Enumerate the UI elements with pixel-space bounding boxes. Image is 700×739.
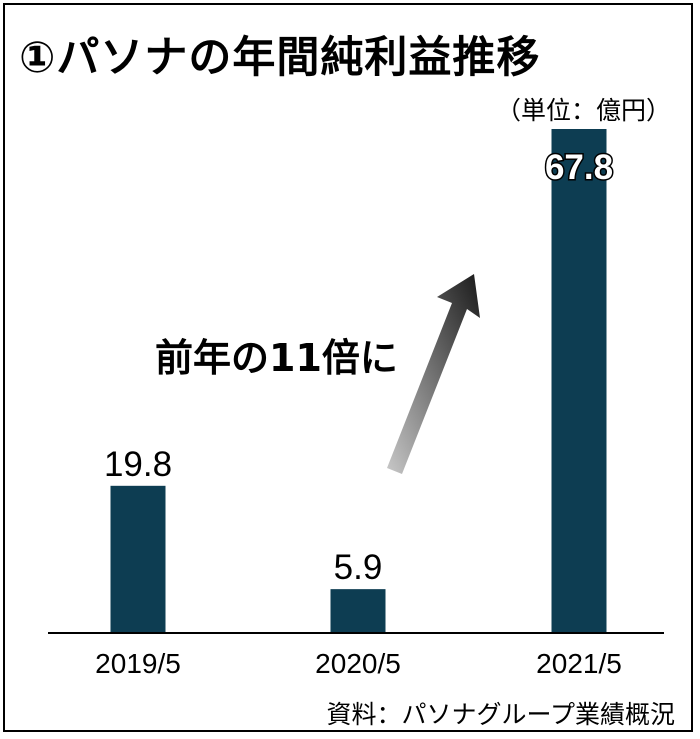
annotation-text: 前年の11倍に — [155, 336, 398, 380]
bar-2020/5 — [330, 589, 386, 633]
unit-label: （単位：億円） — [495, 96, 671, 125]
category-label-2019/5: 2019/5 — [95, 648, 181, 679]
bar-2021/5 — [551, 129, 607, 633]
value-label-2021/5: 67.8 — [545, 148, 613, 187]
trend-arrow — [387, 274, 480, 474]
value-label-2020/5: 5.9 — [334, 548, 383, 587]
value-label-2019/5: 19.8 — [104, 445, 172, 484]
bar-2019/5 — [110, 485, 166, 633]
category-label-2020/5: 2020/5 — [315, 648, 401, 679]
category-label-2021/5: 2021/5 — [536, 648, 622, 679]
chart-title: ①パソナの年間純利益推移 — [19, 33, 541, 83]
source-note: 資料：パソナグループ業績概況 — [326, 700, 675, 729]
